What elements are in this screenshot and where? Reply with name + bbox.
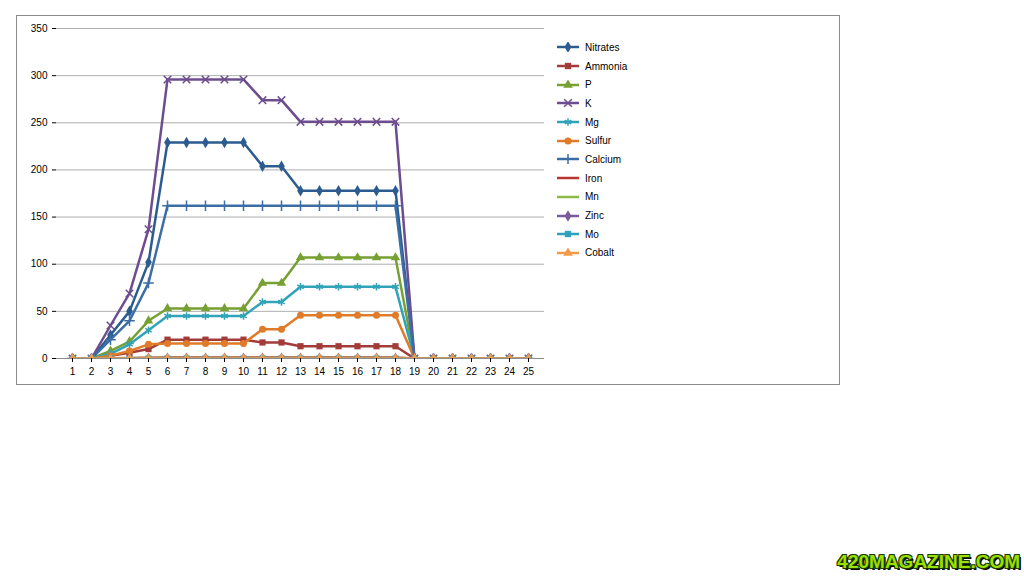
svg-text:6: 6 <box>165 366 171 377</box>
svg-text:15: 15 <box>333 366 345 377</box>
svg-text:13: 13 <box>295 366 307 377</box>
svg-text:7: 7 <box>184 366 190 377</box>
svg-text:24: 24 <box>504 366 516 377</box>
svg-text:350: 350 <box>31 23 48 34</box>
html-text:Mn: Mn <box>585 191 599 203</box>
svg-text:250: 250 <box>31 117 48 128</box>
svg-text:10: 10 <box>238 366 250 377</box>
svg-text:25: 25 <box>523 366 535 377</box>
svg-text:11: 11 <box>257 366 268 377</box>
html-text:420MAGAZINE.COM: 420MAGAZINE.COM <box>837 551 1020 572</box>
html-text:Calcium: Calcium <box>585 154 622 165</box>
html-text:Mo: Mo <box>585 228 599 240</box>
svg-text:9: 9 <box>222 366 228 377</box>
svg-text:100: 100 <box>31 258 48 269</box>
svg-text:18: 18 <box>390 366 402 377</box>
svg-text:16: 16 <box>352 366 364 377</box>
svg-text:17: 17 <box>371 366 383 377</box>
html-text:Iron: Iron <box>585 172 603 184</box>
svg-text:14: 14 <box>314 366 326 377</box>
html-text:Nitrates: Nitrates <box>585 41 620 53</box>
html-text:Ammonia: Ammonia <box>585 60 628 72</box>
svg-text:50: 50 <box>36 306 48 317</box>
svg-text:0: 0 <box>42 353 48 364</box>
html-text:P: P <box>585 79 592 91</box>
html-text:Cobalt: Cobalt <box>585 247 614 259</box>
svg-text:19: 19 <box>409 366 421 377</box>
svg-text:200: 200 <box>31 164 48 175</box>
svg-text:1: 1 <box>70 366 76 377</box>
svg-text:23: 23 <box>485 366 497 377</box>
html-text:Mg: Mg <box>585 116 599 128</box>
svg-text:150: 150 <box>31 211 48 222</box>
svg-text:4: 4 <box>127 366 133 377</box>
svg-text:2: 2 <box>89 366 95 377</box>
svg-text:20: 20 <box>428 366 440 377</box>
svg-text:300: 300 <box>31 70 48 81</box>
svg-text:22: 22 <box>466 366 478 377</box>
html-text:K: K <box>585 97 592 109</box>
html-text:Zinc: Zinc <box>585 210 604 221</box>
svg-text:8: 8 <box>203 366 209 377</box>
svg-text:3: 3 <box>108 366 114 377</box>
svg-text:12: 12 <box>276 366 288 377</box>
svg-text:5: 5 <box>146 366 152 377</box>
svg-text:21: 21 <box>447 366 459 377</box>
html-text:Sulfur: Sulfur <box>585 135 612 147</box>
